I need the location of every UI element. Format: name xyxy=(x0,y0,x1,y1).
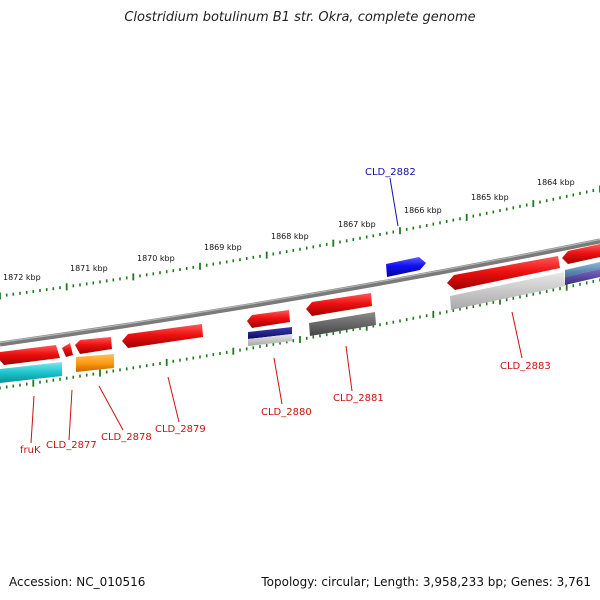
scale-label: 1867 kbp xyxy=(338,220,376,229)
gene-CLD_2883[interactable]: CLD_2883 xyxy=(447,256,565,372)
gene-feature-bar xyxy=(248,327,292,339)
leader-line xyxy=(511,311,523,359)
gene-feature-bar xyxy=(0,362,62,383)
leader-line xyxy=(167,376,180,423)
gene-CLD_2882[interactable]: CLD_2882 xyxy=(365,167,426,277)
gene-label[interactable]: CLD_2881 xyxy=(333,393,384,404)
gene-arrow[interactable] xyxy=(0,345,60,365)
accession-text: Accession: NC_010516 xyxy=(9,575,146,589)
gene-partial-right xyxy=(562,244,600,285)
genome-backbone-highlight xyxy=(0,238,600,344)
scale-label: 1872 kbp xyxy=(3,273,41,282)
gene-fruK[interactable]: fruK xyxy=(0,345,62,456)
scale-label: 1869 kbp xyxy=(204,243,242,252)
gene-label[interactable]: CLD_2880 xyxy=(261,407,312,418)
gene-arrow[interactable] xyxy=(247,310,290,328)
scale-label: 1865 kbp xyxy=(471,193,509,202)
gene-label[interactable]: CLD_2877 xyxy=(46,440,97,451)
gene-label[interactable]: CLD_2878 xyxy=(101,432,152,443)
gene-arrow xyxy=(562,244,600,264)
genome-summary: Topology: circular; Length: 3,958,233 bp… xyxy=(261,575,591,589)
leader-line xyxy=(345,345,353,392)
gene-CLD_2877[interactable]: CLD_2877 xyxy=(46,343,97,451)
leader-line xyxy=(68,389,73,441)
gene-CLD_2881[interactable]: CLD_2881 xyxy=(306,293,384,404)
gene-feature-bar xyxy=(76,354,114,372)
gene-arrow[interactable] xyxy=(386,257,426,277)
gene-CLD_2878[interactable]: CLD_2878 xyxy=(75,337,152,443)
scale-label: 1866 kbp xyxy=(404,206,442,215)
scale-label: 1870 kbp xyxy=(137,254,175,263)
leader-line xyxy=(30,395,35,444)
gene-label[interactable]: CLD_2882 xyxy=(365,167,416,178)
leader-line xyxy=(98,385,124,431)
gene-label[interactable]: CLD_2879 xyxy=(155,424,206,435)
scale-ticks-inner xyxy=(0,278,600,390)
gene-feature-bar xyxy=(565,269,600,285)
scale-ticks-outer xyxy=(0,185,600,300)
map-title: Clostridium botulinum B1 str. Okra, comp… xyxy=(124,10,476,25)
scale-label: 1864 kbp xyxy=(537,178,575,187)
leader-line xyxy=(273,357,283,405)
scale-label: 1871 kbp xyxy=(70,264,108,273)
gene-arrow[interactable] xyxy=(62,343,73,357)
gene-label[interactable]: fruK xyxy=(20,445,41,456)
scale-labels: 1872 kbp 1871 kbp 1870 kbp 1869 kbp 1868… xyxy=(3,178,575,282)
genome-backbone xyxy=(0,238,600,347)
gene-arrow[interactable] xyxy=(122,324,203,348)
leader-line xyxy=(389,177,399,227)
gene-CLD_2880[interactable]: CLD_2880 xyxy=(247,310,312,418)
scale-label: 1868 kbp xyxy=(271,232,309,241)
gene-arrow[interactable] xyxy=(75,337,112,354)
gene-CLD_2879[interactable]: CLD_2879 xyxy=(122,324,206,435)
gene-feature-bar xyxy=(565,262,600,277)
gene-feature-bar xyxy=(248,334,292,346)
gene-feature-bar xyxy=(450,272,565,310)
gene-arrow[interactable] xyxy=(447,256,560,290)
gene-arrow[interactable] xyxy=(306,293,372,316)
gene-feature-bar xyxy=(309,312,376,336)
gene-label[interactable]: CLD_2883 xyxy=(500,361,551,372)
